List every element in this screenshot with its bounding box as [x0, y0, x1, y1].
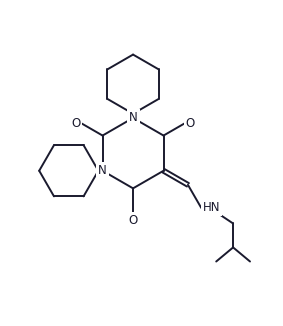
- Text: N: N: [129, 111, 138, 125]
- Text: O: O: [128, 214, 138, 227]
- Text: O: O: [186, 117, 195, 130]
- Text: N: N: [98, 164, 107, 177]
- Text: O: O: [71, 117, 80, 130]
- Text: HN: HN: [203, 201, 220, 215]
